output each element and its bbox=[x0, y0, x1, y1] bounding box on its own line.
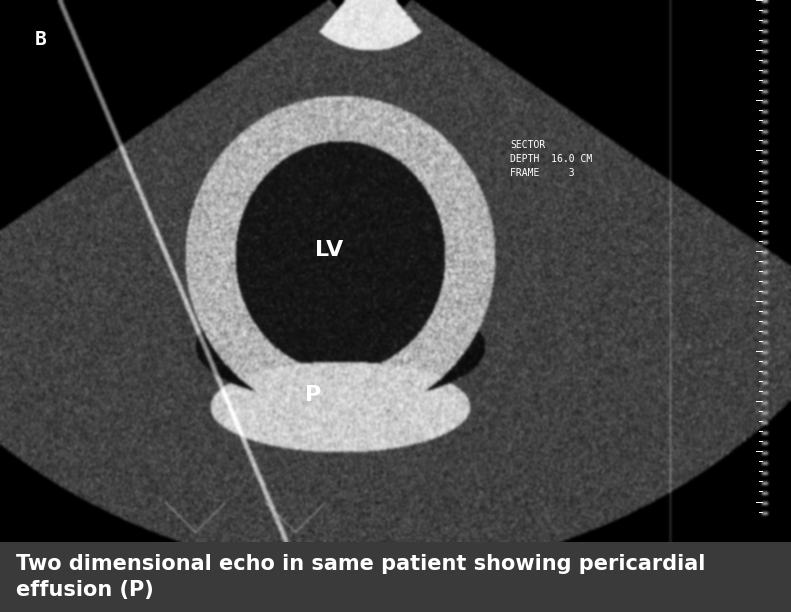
Text: SECTOR
DEPTH  16.0 CM
FRAME     3: SECTOR DEPTH 16.0 CM FRAME 3 bbox=[510, 140, 592, 179]
Text: LV: LV bbox=[315, 240, 343, 259]
Text: P: P bbox=[305, 385, 321, 405]
Text: Two dimensional echo in same patient showing pericardial
effusion (P): Two dimensional echo in same patient sho… bbox=[16, 554, 706, 600]
Text: B: B bbox=[35, 30, 47, 49]
